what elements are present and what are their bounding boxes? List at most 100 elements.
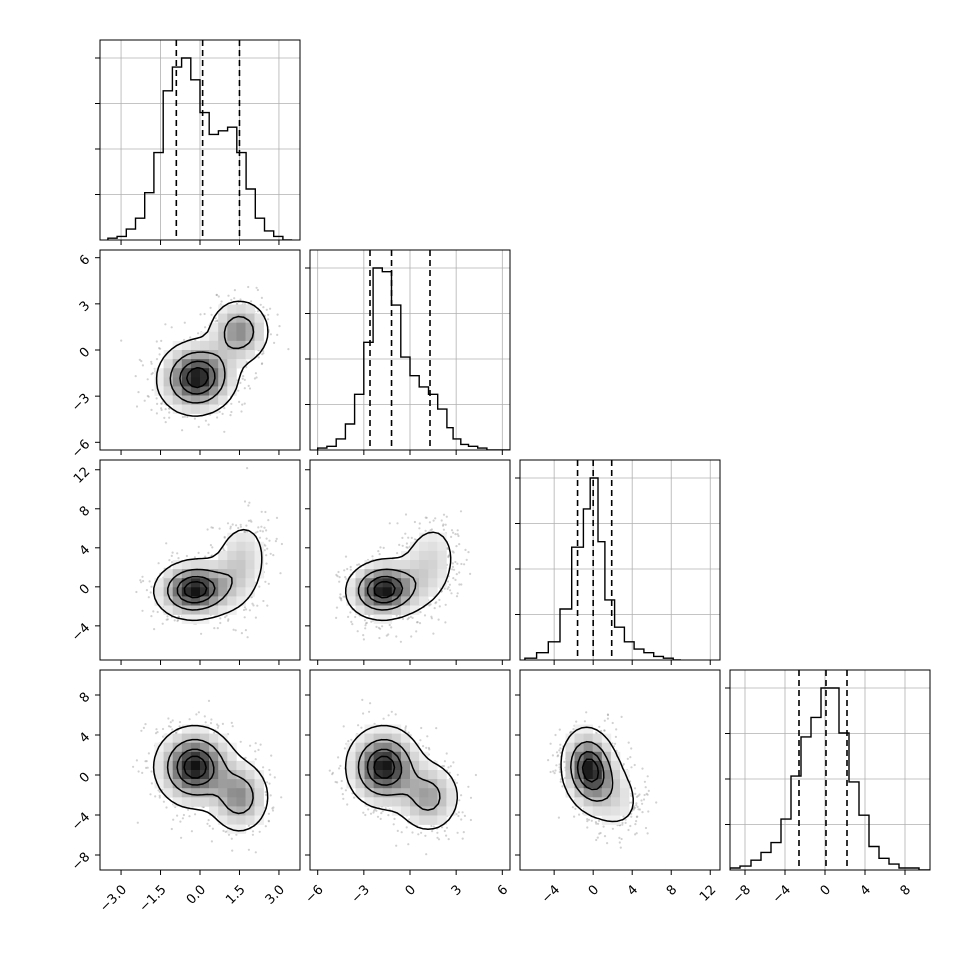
contour-level-1	[167, 568, 233, 611]
density-cell	[236, 596, 246, 606]
scatter-point	[218, 410, 221, 413]
density-cell	[227, 532, 237, 543]
panel-frame	[99, 249, 301, 451]
scatter-point	[261, 362, 264, 365]
density-cell	[254, 779, 264, 789]
density-cell	[227, 322, 237, 333]
scatter-point	[135, 759, 138, 762]
scatter-point	[357, 724, 360, 727]
scatter-point	[227, 619, 230, 622]
scatter-point	[142, 726, 145, 730]
scatter-point	[178, 615, 181, 618]
contour-level-0	[344, 531, 452, 622]
scatter-point	[255, 286, 258, 289]
scatter-point	[156, 731, 159, 734]
scatter-point	[248, 609, 251, 612]
scatter-point	[215, 293, 218, 297]
scatter-point	[445, 515, 448, 518]
scatter-point	[377, 550, 380, 553]
density-cell	[437, 560, 447, 570]
scatter-point	[156, 610, 159, 614]
scatter-point	[444, 621, 447, 624]
density-cell	[209, 733, 219, 743]
scatter-point	[261, 530, 264, 533]
scatter-point	[247, 504, 250, 507]
scatter-point	[150, 360, 153, 363]
scatter-point	[160, 339, 163, 342]
density-cell	[218, 751, 228, 762]
scatter-point	[213, 627, 216, 630]
scatter-point	[204, 721, 207, 724]
scatter-point	[455, 573, 458, 576]
y-tick-label: −4	[69, 810, 93, 834]
density-cell	[382, 587, 393, 597]
scatter-point	[459, 510, 463, 513]
density-cell	[218, 815, 228, 825]
scatter-point	[235, 524, 238, 527]
scatter-point	[276, 313, 279, 316]
scatter-point	[227, 618, 230, 621]
scatter-point	[267, 812, 270, 815]
scatter-point	[455, 545, 458, 548]
density-cell	[218, 313, 228, 323]
scatter-point	[422, 745, 425, 748]
density-cell	[236, 541, 246, 552]
density-cell	[428, 560, 438, 570]
panel-frame	[99, 459, 301, 661]
scatter-point	[450, 592, 453, 595]
panel-background	[520, 460, 720, 660]
scatter-point	[266, 781, 269, 784]
scatter-point	[158, 353, 161, 356]
scatter-point	[365, 621, 368, 625]
y-tick-label: 8	[77, 503, 93, 519]
scatter-point	[241, 377, 244, 380]
density-cell	[209, 340, 219, 351]
scatter-point	[261, 353, 264, 356]
density-cell	[227, 587, 237, 597]
scatter-point	[239, 298, 242, 301]
scatter-point	[429, 529, 432, 532]
scatter-point	[141, 364, 144, 367]
panel-frame	[519, 459, 721, 661]
scatter-point	[161, 622, 164, 625]
scatter-point	[467, 785, 470, 788]
scatter-point	[415, 621, 419, 624]
scatter-point	[204, 326, 207, 329]
scatter-point	[188, 815, 191, 818]
scatter-point	[239, 740, 242, 743]
density-cell	[391, 578, 402, 588]
density-cell	[172, 605, 183, 615]
density-cell	[218, 788, 228, 798]
scatter-point	[224, 830, 227, 834]
scatter-point	[162, 800, 165, 803]
scatter-point	[177, 615, 180, 618]
scatter-point	[434, 517, 437, 520]
density-cell	[200, 770, 210, 780]
density-cell	[254, 340, 264, 351]
density-cell	[245, 806, 255, 816]
panel-frame	[99, 669, 301, 871]
density-cell	[209, 322, 219, 333]
scatter-point	[260, 510, 263, 513]
scatter-point	[408, 818, 411, 821]
scatter-point	[216, 627, 219, 630]
density-cell	[382, 578, 393, 588]
density-cell	[190, 395, 201, 405]
density-cell	[254, 322, 264, 333]
density-cell	[373, 569, 383, 579]
scatter-point	[338, 576, 341, 579]
density-cell	[373, 596, 383, 606]
scatter-point	[132, 765, 135, 768]
scatter-point	[447, 555, 450, 558]
scatter-point	[239, 525, 242, 528]
density-cell	[163, 350, 173, 360]
scatter-point	[249, 744, 252, 747]
scatter-point	[273, 341, 276, 344]
scatter-point	[150, 373, 153, 376]
scatter-point	[170, 827, 173, 831]
density-cell	[154, 578, 164, 588]
density-cell	[154, 386, 164, 396]
density-cell	[209, 404, 219, 414]
density-cell	[236, 322, 246, 333]
